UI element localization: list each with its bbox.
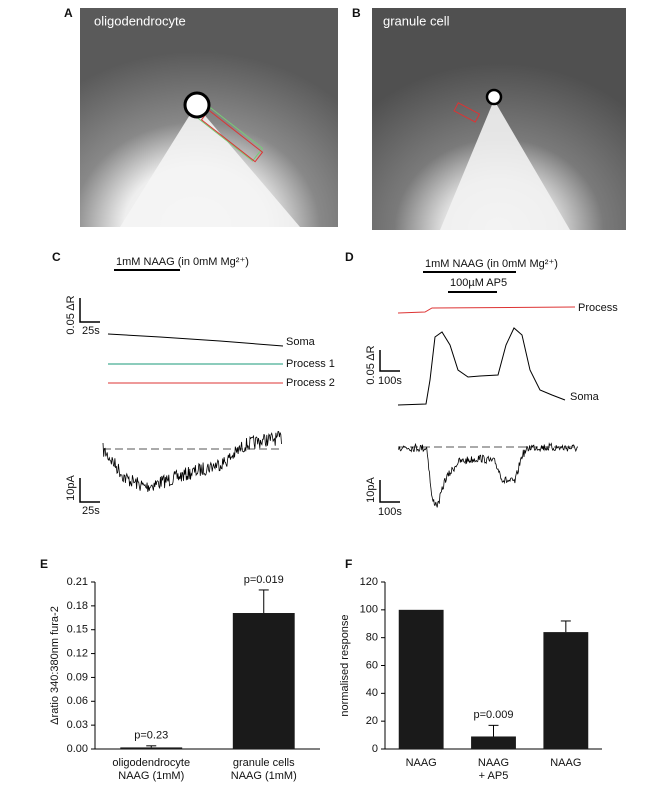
stimulus-label: 1mM NAAG (in 0mM Mg²⁺) — [425, 258, 558, 270]
y-tick-label: 0.00 — [67, 743, 88, 755]
x-tick-label: NAAG (1mM) — [231, 770, 297, 782]
scale-label: 100s — [378, 506, 402, 518]
trace-label: Process 2 — [286, 377, 335, 389]
y-tick-label: 0.09 — [67, 671, 88, 683]
image-caption: oligodendrocyte — [94, 13, 186, 28]
scale-bar — [79, 478, 100, 503]
y-tick-label: 120 — [360, 576, 378, 588]
bar — [398, 609, 444, 749]
scale-label: 25s — [82, 325, 100, 337]
panel-label: A — [64, 6, 73, 20]
y-tick-label: 40 — [366, 687, 378, 699]
bar — [543, 632, 589, 749]
y-axis-label: normalised response — [339, 614, 351, 716]
y-tick-label: 0.18 — [67, 600, 88, 612]
x-tick-label: NAAG — [406, 757, 437, 769]
y-tick-label: 0.12 — [67, 647, 88, 659]
image-caption: granule cell — [383, 13, 450, 28]
y-axis-label: Δratio 340:380nm fura-2 — [49, 606, 61, 725]
x-tick-label: + AP5 — [479, 770, 509, 782]
trace-label: Process — [578, 302, 618, 314]
x-tick-label: granule cells — [233, 757, 295, 769]
x-tick-label: oligodendrocyte — [112, 757, 190, 769]
scale-label: 10pA — [365, 476, 377, 502]
y-tick-label: 0 — [372, 743, 378, 755]
trace-process — [397, 306, 576, 314]
bar — [120, 747, 183, 749]
scale-label: 10pA — [65, 474, 77, 500]
soma — [485, 88, 503, 106]
scale-label: 25s — [82, 505, 100, 517]
y-tick-label: 0.03 — [67, 719, 88, 731]
roi-red — [453, 102, 481, 123]
trace-label: Process 1 — [286, 358, 335, 370]
pipette — [120, 105, 300, 227]
x-tick-label: NAAG — [478, 757, 509, 769]
trace-current — [102, 431, 282, 492]
y-tick-label: 60 — [366, 659, 378, 671]
soma — [183, 91, 211, 119]
y-tick-label: 20 — [366, 715, 378, 727]
y-tick-label: 0.06 — [67, 695, 88, 707]
scale-bar — [79, 298, 100, 323]
y-tick-label: 80 — [366, 632, 378, 644]
trace-current — [397, 442, 579, 508]
trace-label: Soma — [286, 336, 316, 348]
panel-label: D — [345, 250, 354, 264]
y-tick-label: 0.15 — [67, 624, 88, 636]
scale-label: 100s — [378, 375, 402, 387]
trace-label: Soma — [570, 391, 600, 403]
annotation: p=0.019 — [244, 574, 284, 586]
scale-label: 0.05 ΔR — [365, 345, 377, 384]
stimulus-label: 1mM NAAG (in 0mM Mg²⁺) — [116, 256, 249, 268]
scale-bar — [379, 350, 400, 372]
x-tick-label: NAAG (1mM) — [118, 770, 184, 782]
annotation: p=0.23 — [134, 730, 168, 742]
panel-label: C — [52, 250, 61, 264]
x-tick-label: NAAG — [550, 757, 581, 769]
scale-label: 0.05 ΔR — [65, 295, 77, 334]
annotation: p=0.009 — [473, 709, 513, 721]
panel-label: B — [352, 6, 361, 20]
blocker-label: 100µM AP5 — [450, 277, 507, 289]
pipette — [440, 100, 570, 230]
bar — [232, 613, 295, 749]
panel-label: F — [345, 557, 352, 571]
trace-soma — [107, 333, 284, 347]
panel-label: E — [40, 557, 48, 571]
scale-bar — [379, 480, 400, 503]
y-tick-label: 0.21 — [67, 576, 88, 588]
y-tick-label: 100 — [360, 604, 378, 616]
trace-soma — [397, 327, 566, 406]
bar — [471, 736, 516, 749]
